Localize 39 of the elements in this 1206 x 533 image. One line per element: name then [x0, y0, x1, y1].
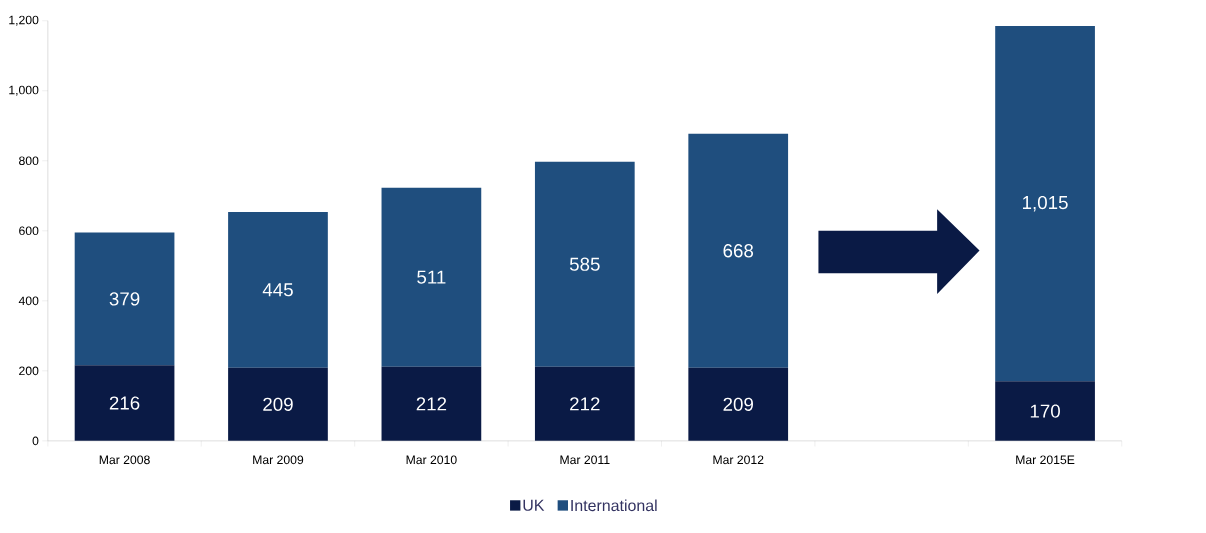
bar	[688, 133, 789, 368]
data-label: 445	[262, 283, 293, 297]
y-tick-label: 400	[18, 296, 39, 306]
bar	[688, 367, 789, 441]
x-tick-label: Mar 2015E	[1016, 455, 1075, 465]
y-tick-label: 1,200	[9, 15, 39, 26]
x-tick-label: Mar 2011	[560, 455, 610, 465]
data-label: 209	[723, 397, 753, 411]
data-label: 1,015	[1023, 195, 1068, 212]
bar	[995, 25, 1095, 382]
bar	[534, 366, 635, 441]
x-tick-label: Mar 2009	[253, 455, 304, 465]
data-label: 511	[417, 270, 446, 284]
bar	[995, 381, 1095, 441]
bar	[74, 232, 175, 366]
y-tick-label: 0	[32, 436, 39, 446]
y-tick-label: 200	[19, 366, 39, 376]
x-tick-label: Mar 2012	[713, 455, 764, 465]
x-tick-label: Mar 2008	[99, 455, 150, 465]
bar	[74, 365, 175, 441]
data-label: 212	[570, 397, 600, 411]
data-label: 216	[109, 396, 140, 410]
data-label: 668	[723, 244, 754, 258]
bar	[228, 367, 328, 441]
y-tick-label: 600	[19, 226, 39, 236]
data-label: 170	[1030, 404, 1060, 418]
bar	[534, 161, 635, 367]
bar	[228, 211, 328, 368]
legend-label: UK	[523, 499, 545, 511]
bar	[381, 366, 482, 441]
y-tick-label: 800	[19, 156, 39, 165]
x-tick-label: Mar 2010	[406, 455, 457, 465]
bar	[381, 187, 482, 367]
data-label: 379	[109, 292, 140, 306]
data-label: 212	[416, 397, 447, 411]
data-label: 209	[263, 397, 293, 411]
legend-label: International	[571, 499, 657, 512]
y-tick-label: 1,000	[9, 85, 39, 96]
data-label: 585	[569, 257, 600, 271]
